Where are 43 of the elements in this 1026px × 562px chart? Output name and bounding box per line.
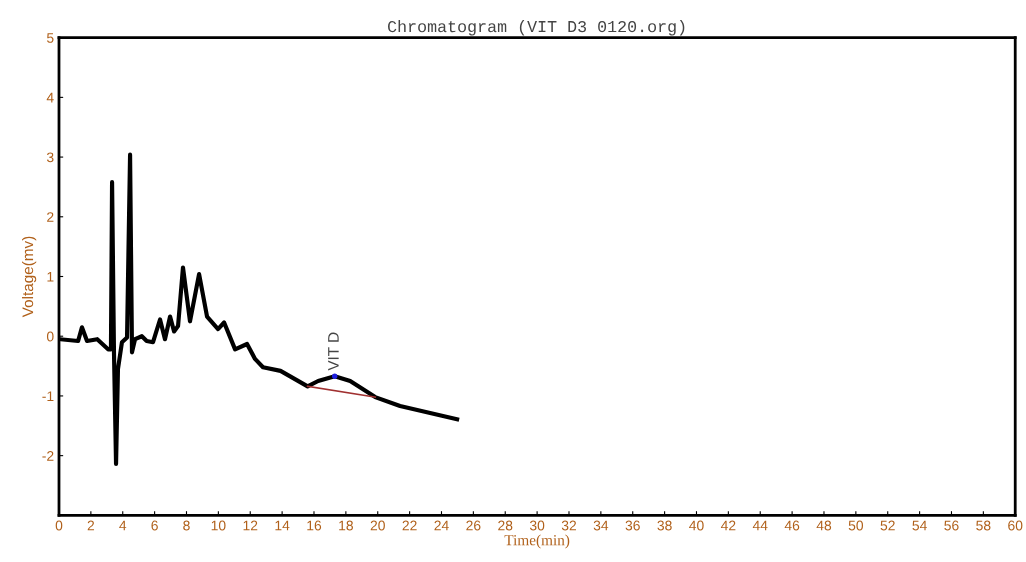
x-tick-label: 6 — [151, 520, 158, 531]
annotation: VIT D — [328, 332, 339, 371]
x-tick-label: 28 — [498, 520, 513, 531]
x-tick-label: 44 — [752, 520, 768, 531]
x-tick-label: 32 — [561, 520, 577, 531]
y-tick-label: 2 — [47, 212, 54, 222]
x-tick-label: 36 — [625, 520, 640, 531]
x-tick-label: 52 — [880, 520, 895, 531]
x-tick-label: 30 — [529, 520, 545, 531]
y-tick-label: 3 — [46, 152, 54, 163]
x-tick-label: 38 — [657, 520, 672, 531]
x-tick-label: 0 — [55, 520, 63, 531]
x-tick-label: 18 — [339, 520, 353, 531]
x-tick-label: 26 — [466, 520, 481, 531]
x-tick-label: 60 — [1008, 520, 1023, 531]
x-tick-label: 16 — [307, 520, 322, 531]
x-tick-label: 58 — [976, 520, 991, 531]
y-tick-label: 1 — [47, 271, 54, 282]
x-tick-label: 24 — [434, 520, 449, 531]
x-tick-label: 20 — [370, 520, 385, 531]
x-tick-label: 40 — [689, 520, 704, 531]
y-tick-label: 0 — [46, 331, 54, 342]
x-tick-label: 14 — [275, 520, 290, 531]
x-tick-label: 50 — [848, 520, 864, 531]
y-tick-label: -1 — [42, 391, 54, 401]
y-axis-title: Voltage(mv) — [21, 236, 37, 318]
chart-title: Chromatogram (VIT D3 0120.org) — [387, 20, 685, 36]
x-tick-label: 2 — [87, 520, 95, 531]
x-tick-label: 56 — [944, 520, 959, 531]
x-tick-label: 4 — [119, 520, 127, 531]
x-tick-label: 34 — [593, 520, 609, 531]
x-tick-label: 8 — [183, 520, 190, 531]
x-axis-title: Time(min) — [504, 534, 570, 549]
y-tick-label: 5 — [46, 33, 54, 43]
x-tick-label: 46 — [784, 520, 800, 531]
x-tick-label: 22 — [402, 520, 417, 531]
x-tick-label: 48 — [816, 520, 832, 531]
x-tick-label: 12 — [243, 520, 258, 531]
x-tick-label: 54 — [912, 520, 927, 531]
x-tick-label: 10 — [211, 520, 226, 531]
y-tick-label: 4 — [46, 92, 54, 103]
y-tick-label: -2 — [42, 450, 54, 461]
x-tick-label: 42 — [720, 520, 736, 531]
